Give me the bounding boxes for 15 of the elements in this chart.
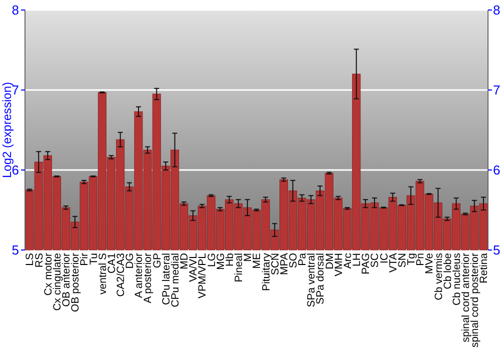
y-tick-label: 5 [12, 242, 19, 258]
y-tick-label: 6 [12, 162, 19, 178]
x-tick-label: MVe [424, 252, 436, 274]
x-tick-label: Cx cingulate [51, 252, 64, 311]
y2-tick-label: 8 [493, 2, 500, 18]
y-axis-title: Log2 (expression) [0, 82, 14, 178]
y2-tick-label: 5 [493, 242, 500, 258]
y2-tick-label: 7 [493, 82, 500, 98]
y-tick-label: 7 [12, 82, 19, 98]
y-tick-label: 8 [12, 2, 19, 18]
x-tick-label: DG [124, 253, 136, 269]
x-tick-label: Hb [224, 252, 236, 266]
y2-tick-label: 6 [493, 162, 500, 178]
x-tick-label: Tg [406, 252, 418, 266]
x-tick-label: CA2/CA3 [115, 252, 127, 297]
